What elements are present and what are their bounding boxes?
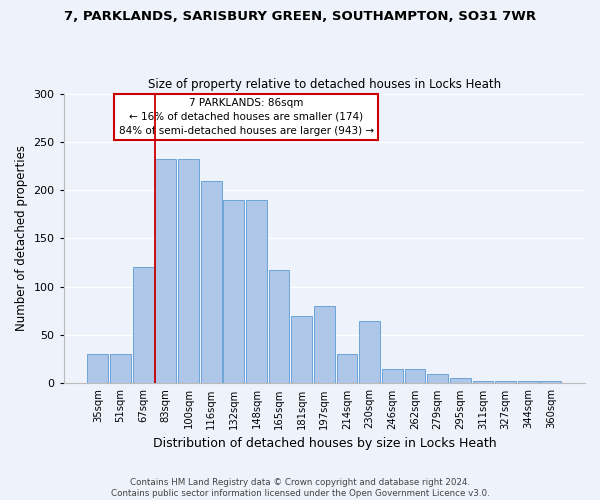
X-axis label: Distribution of detached houses by size in Locks Heath: Distribution of detached houses by size … xyxy=(152,437,496,450)
Bar xyxy=(450,378,470,384)
Bar xyxy=(155,160,176,384)
Bar xyxy=(269,270,289,384)
Bar xyxy=(88,354,108,384)
Bar xyxy=(291,316,312,384)
Bar xyxy=(404,369,425,384)
Bar xyxy=(110,354,131,384)
Title: Size of property relative to detached houses in Locks Heath: Size of property relative to detached ho… xyxy=(148,78,501,91)
Bar xyxy=(178,160,199,384)
Bar xyxy=(314,306,335,384)
Text: 7, PARKLANDS, SARISBURY GREEN, SOUTHAMPTON, SO31 7WR: 7, PARKLANDS, SARISBURY GREEN, SOUTHAMPT… xyxy=(64,10,536,23)
Text: 7 PARKLANDS: 86sqm
← 16% of detached houses are smaller (174)
84% of semi-detach: 7 PARKLANDS: 86sqm ← 16% of detached hou… xyxy=(119,98,374,136)
Bar xyxy=(337,354,358,384)
Bar xyxy=(200,180,221,384)
Bar xyxy=(133,268,154,384)
Y-axis label: Number of detached properties: Number of detached properties xyxy=(15,146,28,332)
Bar xyxy=(382,369,403,384)
Bar xyxy=(359,320,380,384)
Text: Contains HM Land Registry data © Crown copyright and database right 2024.
Contai: Contains HM Land Registry data © Crown c… xyxy=(110,478,490,498)
Bar xyxy=(518,382,539,384)
Bar xyxy=(495,380,516,384)
Bar xyxy=(427,374,448,384)
Bar xyxy=(223,200,244,384)
Bar xyxy=(246,200,267,384)
Bar xyxy=(541,382,562,384)
Bar xyxy=(473,380,493,384)
